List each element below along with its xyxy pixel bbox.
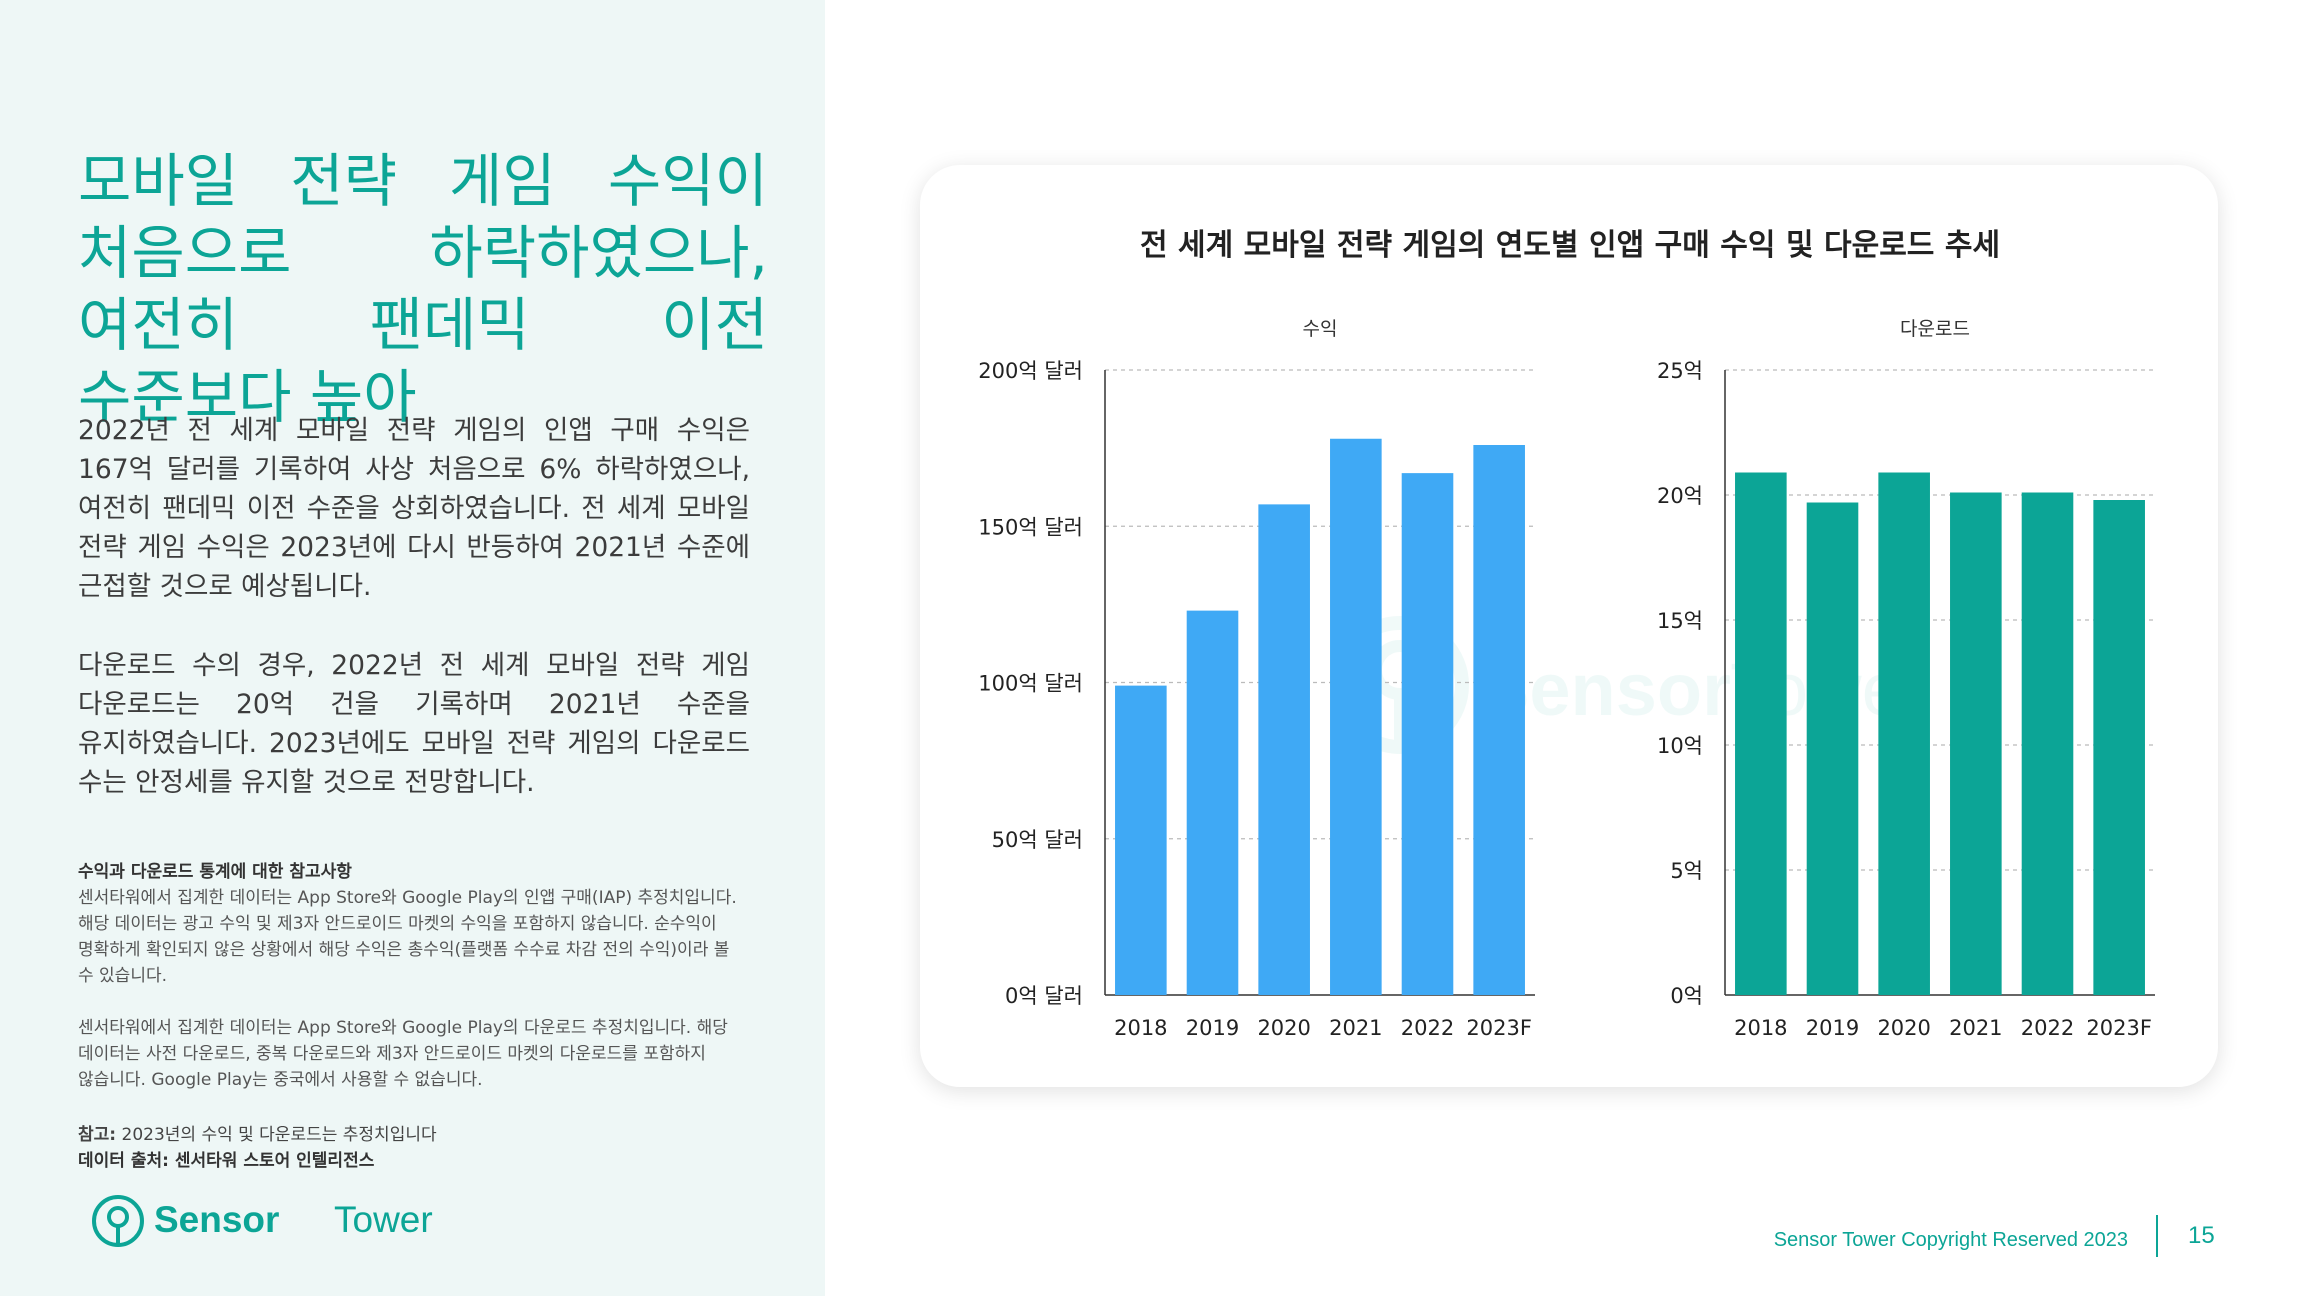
left-panel (0, 0, 825, 1296)
chart-canvas: Sensor Tower 전 세계 모바일 전략 게임의 연도별 인앱 구매 수… (978, 228, 2155, 1040)
bar-2019 (1186, 610, 1239, 995)
x-tick-label: 2019 (1186, 1016, 1239, 1040)
y-tick-label: 50억 달러 (992, 828, 1083, 852)
bar-2022 (2021, 492, 2074, 995)
chart-subtitle: 수익 (1303, 318, 1338, 340)
bar-2018 (1115, 685, 1167, 995)
x-tick-label: 2020 (1877, 1016, 1930, 1040)
revenue-chart: 수익 0억 달러 50억 달러 100억 달러 150억 달러 200억 달러 2018 20… (978, 318, 1535, 1040)
x-tick-label: 2023F (2086, 1016, 2152, 1040)
reference-label: 참고: (78, 1125, 117, 1145)
notes-heading: 수익과 다운로드 통계에 대한 참고사항 (78, 862, 352, 882)
y-tick-label: 150억 달러 (978, 515, 1083, 539)
bar-2020 (1258, 504, 1310, 995)
bar-2019 (1806, 502, 1859, 995)
y-tick-label: 0억 (1670, 984, 1703, 1008)
x-tick-label: 2023F (1466, 1016, 1532, 1040)
y-tick-label: 15억 (1657, 609, 1703, 633)
x-tick-label: 2021 (1329, 1016, 1382, 1040)
reference-note: 참고: 2023년의 수익 및 다운로드는 추정치입니다 (78, 1120, 437, 1145)
bar-2020 (1878, 472, 1930, 995)
x-tick-label: 2020 (1257, 1016, 1310, 1040)
bar-2021 (1330, 438, 1382, 995)
page-number: 15 (2188, 1222, 2215, 1249)
y-tick-label: 20억 (1657, 484, 1703, 508)
note-revenue: 센서타워에서 집계한 데이터는 App Store와 Google Play의 … (78, 888, 737, 986)
sensor-tower-logo-icon (92, 1195, 144, 1247)
chart-subtitle: 다운로드 (1900, 318, 1970, 340)
x-tick-label: 2018 (1114, 1016, 1167, 1040)
note-downloads: 센서타워에서 집계한 데이터는 App Store와 Google Play의 … (78, 1018, 728, 1090)
bar-2022 (1401, 473, 1454, 995)
body-paragraph-revenue: 2022년 전 세계 모바일 전략 게임의 인앱 구매 수익은 167억 달러를… (78, 415, 750, 602)
x-tick-label: 2022 (1401, 1016, 1454, 1040)
x-tick-label: 2018 (1734, 1016, 1787, 1040)
bar-2023F (1473, 445, 1525, 995)
bar-2023F (2093, 500, 2145, 995)
brand-name-sensor: Sensor (154, 1199, 280, 1240)
x-tick-label: 2021 (1949, 1016, 2002, 1040)
x-tick-label: 2022 (2021, 1016, 2074, 1040)
bar-2021 (1950, 492, 2002, 995)
y-tick-label: 100억 달러 (978, 672, 1083, 696)
brand-name-tower: Tower (334, 1199, 433, 1240)
downloads-chart: 다운로드 0억 5억 10억 15억 20억 25억 2018 2019 2020 2021 2022… (1657, 318, 2155, 1040)
body-paragraph-downloads: 다운로드 수의 경우, 2022년 전 세계 모바일 전략 게임 다운로드는 2… (78, 650, 750, 798)
y-tick-label: 25억 (1657, 359, 1703, 383)
footer-copyright: Sensor Tower Copyright Reserved 2023 (1773, 1229, 2128, 1251)
y-tick-label: 10억 (1657, 734, 1703, 758)
bar-2018 (1735, 472, 1787, 995)
y-tick-label: 0억 달러 (1005, 984, 1083, 1008)
chart-title: 전 세계 모바일 전략 게임의 연도별 인앱 구매 수익 및 다운로드 추세 (1140, 228, 2000, 263)
footer-divider (2156, 1215, 2158, 1257)
page-title: 모바일 전략 게임 수익이 처음으로 하락하였으나, 여전히 팬데믹 이전 수준… (78, 147, 768, 431)
x-tick-label: 2019 (1806, 1016, 1859, 1040)
y-tick-label: 5억 (1670, 859, 1703, 883)
data-source: 데이터 출처: 센서타워 스토어 인텔리전스 (78, 1151, 375, 1171)
reference-text: 2023년의 수익 및 다운로드는 추정치입니다 (116, 1125, 437, 1145)
y-tick-label: 200억 달러 (978, 359, 1083, 383)
